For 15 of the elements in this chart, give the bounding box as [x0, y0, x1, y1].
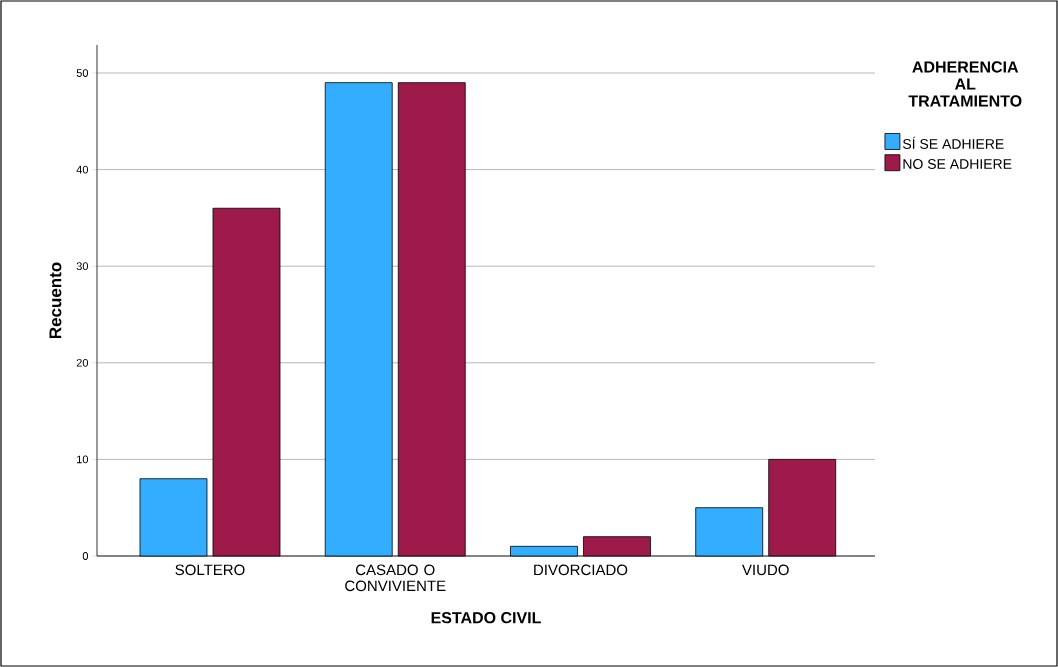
y-axis-title: Recuento: [49, 262, 62, 339]
y-tick-label: 50: [76, 69, 89, 77]
y-tick-label: 10: [77, 455, 89, 464]
x-tick-label: DIVORCIADO: [534, 564, 628, 576]
legend-label: NO SE ADHIERE: [903, 159, 1012, 169]
x-tick-label: VIUDO: [742, 564, 789, 576]
x-tick-label: CASADO O CONVIVIENTE: [345, 564, 446, 592]
y-tick-label: 0: [82, 552, 89, 560]
y-tick-label: 20: [76, 358, 89, 367]
y-tick-label: 40: [76, 165, 89, 174]
legend-title: ADHERENCIA AL TRATAMIENTO: [908, 61, 1022, 107]
legend-label: SÍ SE ADHIERE: [902, 136, 1004, 149]
x-tick-label: SOLTERO: [175, 564, 245, 576]
x-axis-title: ESTADO CIVIL: [431, 612, 541, 624]
y-tick-label: 30: [76, 262, 89, 271]
